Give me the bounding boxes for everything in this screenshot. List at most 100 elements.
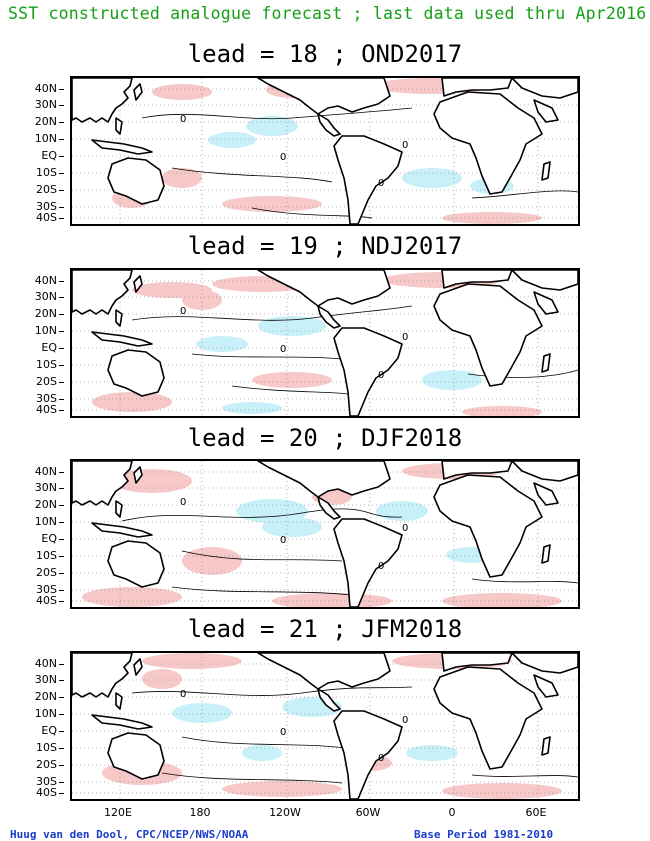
land-outline	[317, 113, 341, 137]
contour-label: 0	[378, 178, 384, 189]
land-outline	[441, 461, 513, 480]
contour-label: 0	[378, 753, 384, 764]
lon-label-120w: 120W	[269, 806, 301, 819]
lat-label: EQ	[41, 724, 64, 737]
lat-label: 40N	[35, 82, 64, 95]
contour-label: 0	[378, 370, 384, 381]
cool-anomaly-shading	[242, 745, 282, 761]
zero-contour-line	[181, 550, 343, 562]
land-outline	[441, 270, 513, 289]
zero-contour-line	[171, 586, 353, 596]
lat-label: 30N	[35, 673, 64, 686]
lat-label: 20S	[36, 566, 64, 579]
zero-contour-line	[131, 686, 413, 696]
panel-title-lead-19: lead = 19 ; NDJ2017	[187, 232, 463, 260]
map-canvas: 0 0 0 0	[72, 78, 578, 224]
land-outline	[115, 309, 123, 327]
lat-label: 10N	[35, 132, 64, 145]
land-outline	[72, 653, 133, 698]
lat-label: 20S	[36, 183, 64, 196]
lat-label: 20N	[35, 307, 64, 320]
land-outline	[317, 305, 341, 329]
sst-map-lead-19: 0 0 0 0	[70, 268, 580, 418]
zero-contour-line	[471, 190, 578, 199]
land-outline	[433, 666, 543, 770]
contour-label: 0	[378, 561, 384, 572]
land-outline	[511, 78, 578, 99]
lat-label: EQ	[41, 532, 64, 545]
zero-contour-line	[141, 107, 413, 120]
zero-contour-line	[467, 369, 578, 378]
land-outline	[91, 331, 153, 347]
footer-credit: Huug van den Dool, CPC/NCEP/NWS/NOAA	[10, 828, 249, 841]
contour-label: 0	[280, 535, 286, 546]
warm-anomaly-shading	[442, 783, 562, 799]
lat-label: 20N	[35, 690, 64, 703]
warm-anomaly-shading	[442, 593, 562, 607]
land-outline	[333, 710, 403, 799]
land-outline	[541, 161, 551, 181]
warm-anomaly-shading	[222, 781, 342, 797]
warm-anomaly-shading	[142, 669, 182, 689]
cool-anomaly-shading	[406, 745, 458, 761]
lat-label: 30S	[36, 775, 64, 788]
contour-label: 0	[180, 306, 186, 317]
warm-anomaly-shading	[462, 406, 542, 416]
land-outline	[91, 139, 153, 155]
land-outline	[257, 270, 391, 307]
panel-title-lead-18: lead = 18 ; OND2017	[187, 40, 463, 68]
lat-label: 40N	[35, 657, 64, 670]
lat-label: 40N	[35, 274, 64, 287]
land-outline	[107, 540, 165, 588]
land-outline	[133, 83, 143, 101]
cool-anomaly-shading	[376, 501, 428, 521]
land-outline	[317, 496, 341, 520]
warm-anomaly-shading	[152, 84, 212, 100]
warm-anomaly-shading	[182, 547, 242, 575]
cool-anomaly-shading	[422, 370, 482, 390]
map-canvas: 0 0 0 0	[72, 270, 578, 416]
warm-anomaly-shading	[112, 469, 192, 493]
map-canvas: 0 0 0 0	[72, 461, 578, 607]
land-outline	[533, 99, 559, 123]
lat-label: EQ	[41, 149, 64, 162]
sst-map-lead-20: 0 0 0 0	[70, 459, 580, 609]
land-outline	[257, 461, 391, 498]
land-outline	[91, 714, 153, 730]
contour-label: 0	[180, 689, 186, 700]
cool-anomaly-shading	[258, 316, 326, 336]
zero-contour-line	[181, 736, 353, 750]
land-outline	[133, 466, 143, 484]
contour-label: 0	[402, 715, 408, 726]
zero-contour-line	[251, 207, 373, 219]
land-outline	[72, 78, 133, 123]
lat-label: 10S	[36, 166, 64, 179]
warm-anomaly-shading	[222, 196, 322, 212]
land-outline	[91, 522, 153, 538]
zero-contour-line	[171, 167, 333, 183]
lon-label-0: 0	[448, 806, 456, 819]
contour-label: 0	[180, 114, 186, 125]
lon-label-60e: 60E	[525, 806, 547, 819]
warm-anomaly-shading	[252, 372, 332, 388]
land-outline	[441, 78, 513, 97]
land-outline	[541, 353, 551, 373]
zero-contour-line	[161, 772, 343, 784]
contour-label: 0	[402, 140, 408, 151]
contour-label: 0	[402, 523, 408, 534]
land-outline	[107, 732, 165, 780]
panel-title-lead-20: lead = 20 ; DJF2018	[187, 424, 463, 452]
land-outline	[115, 692, 123, 710]
lat-label: 30S	[36, 200, 64, 213]
land-outline	[107, 349, 165, 397]
land-outline	[433, 283, 543, 387]
zero-contour-line	[121, 508, 403, 522]
land-outline	[533, 291, 559, 315]
lat-label: 40S	[36, 786, 64, 799]
land-outline	[133, 275, 143, 293]
contour-label: 0	[280, 152, 286, 163]
land-outline	[441, 653, 513, 672]
land-outline	[257, 653, 391, 690]
land-outline	[511, 270, 578, 291]
lat-label: 10S	[36, 358, 64, 371]
